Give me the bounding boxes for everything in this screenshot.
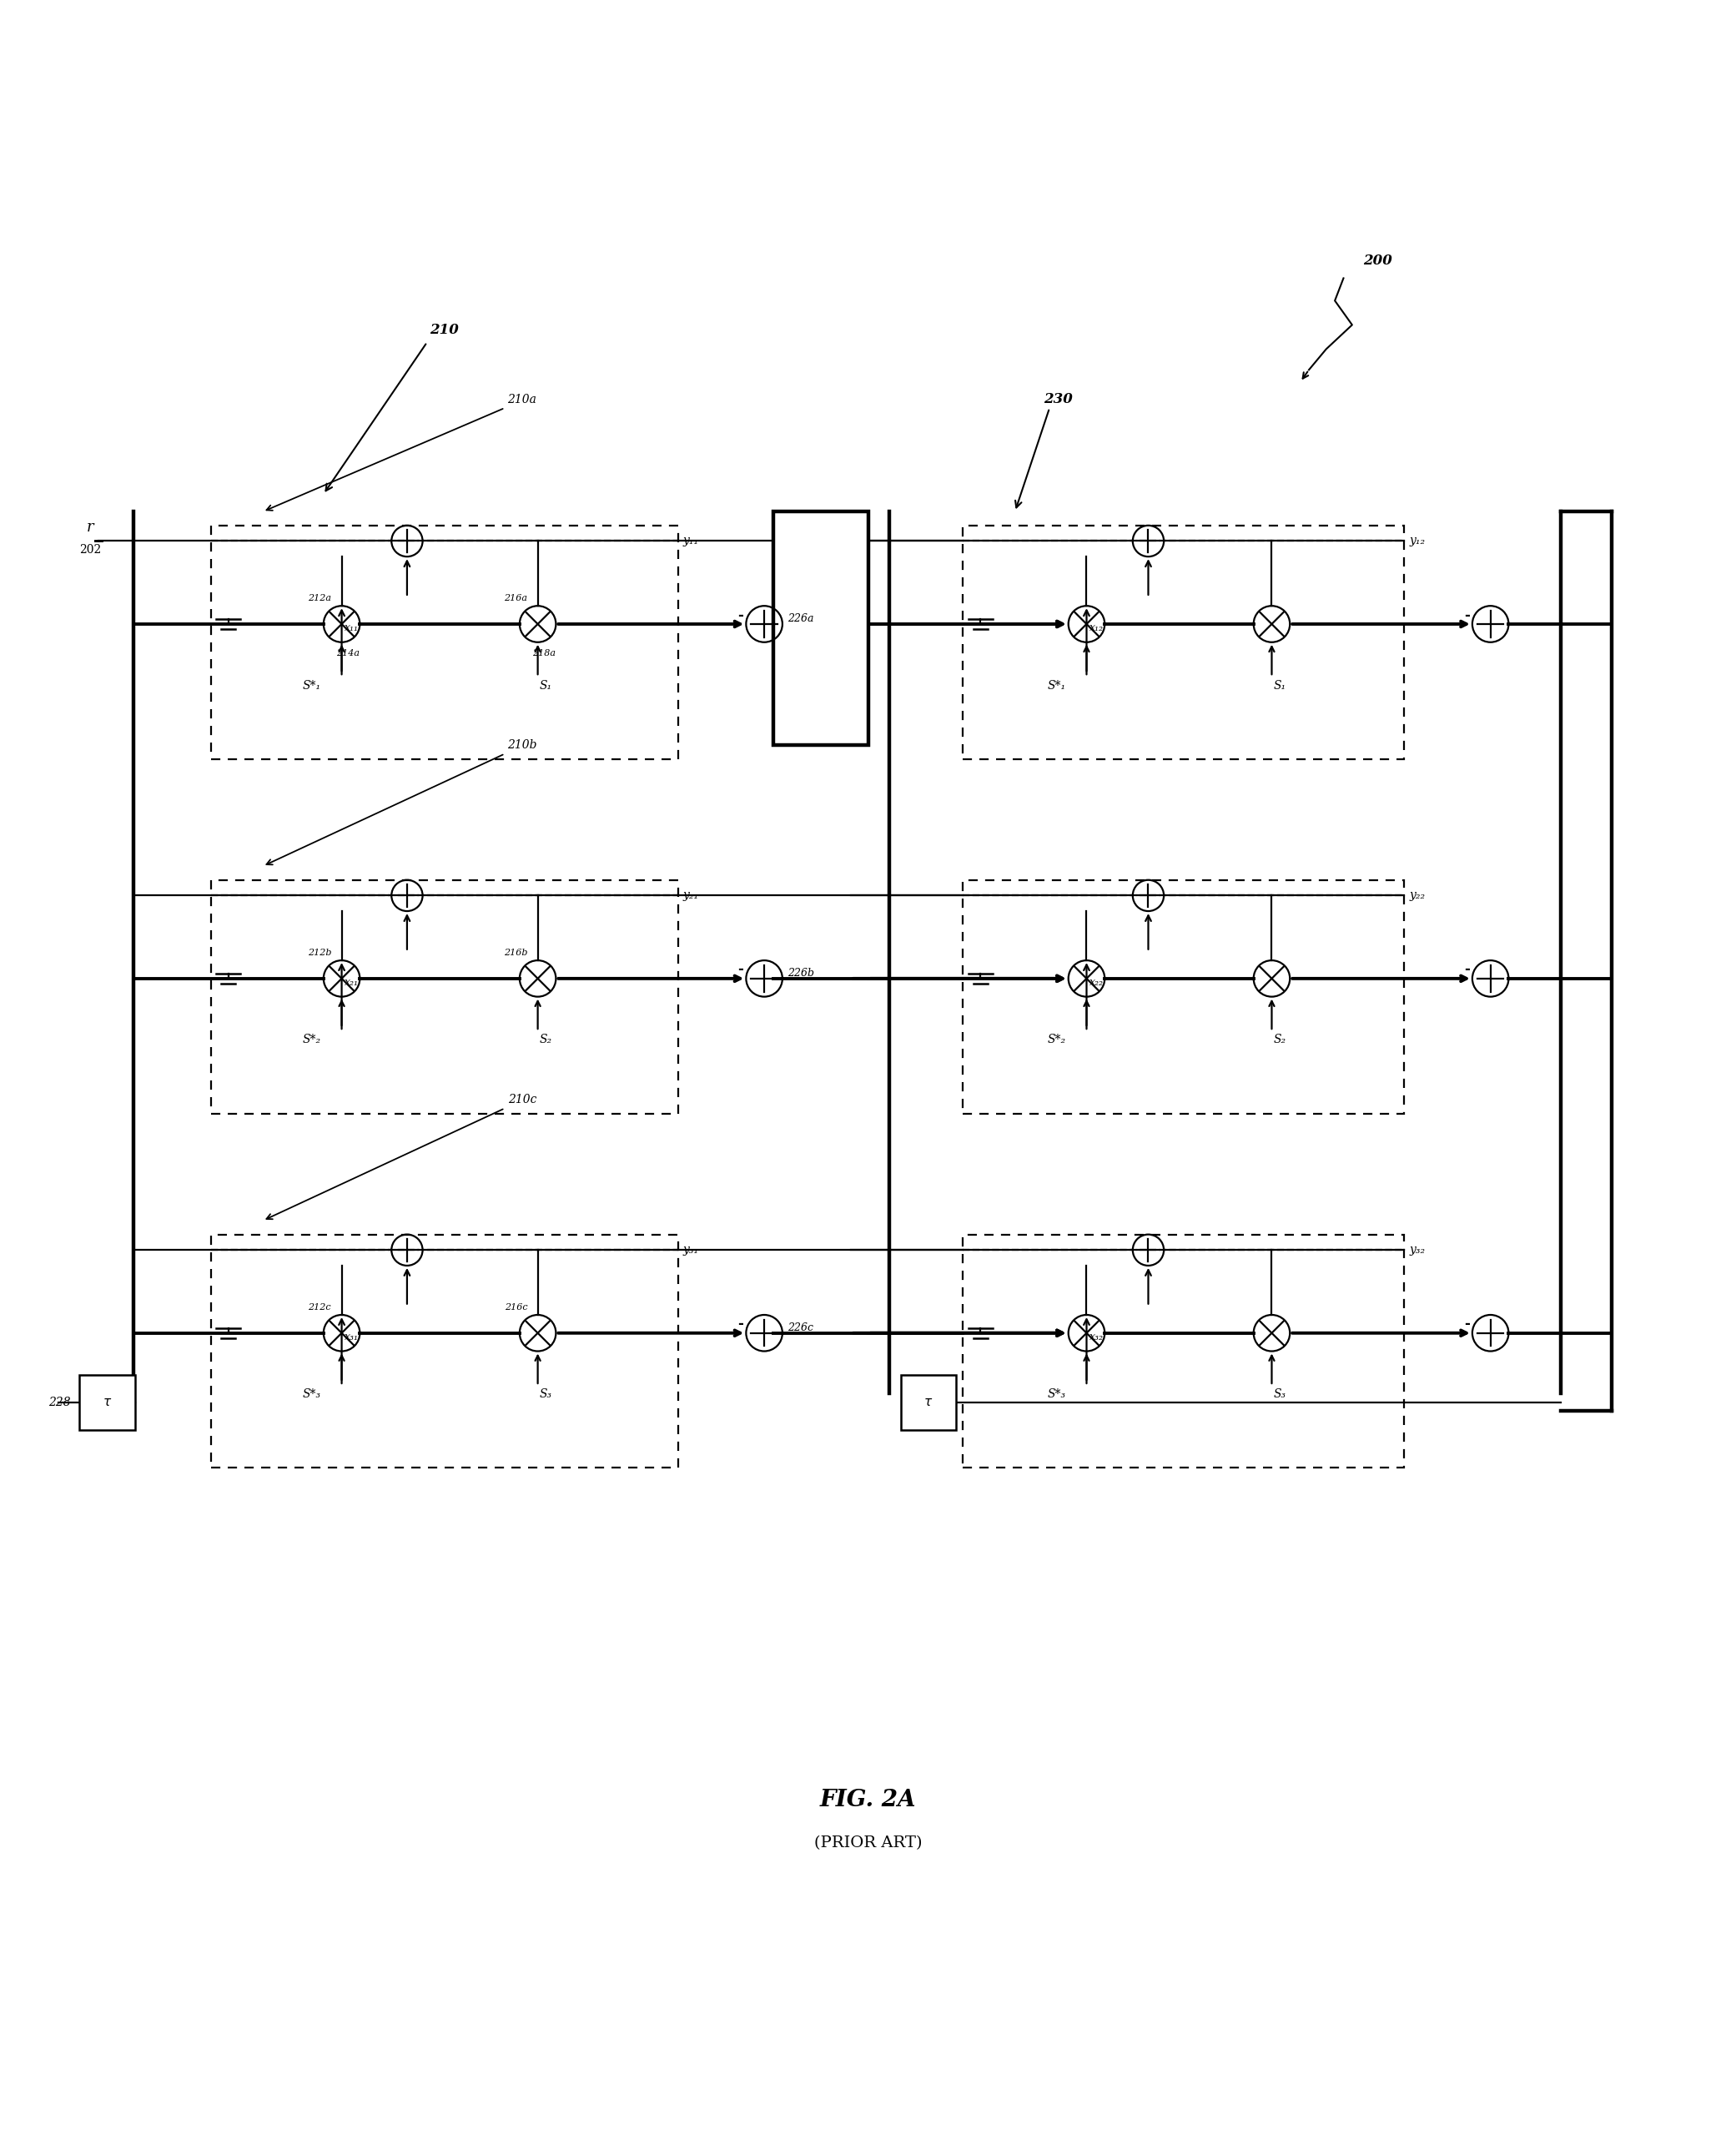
- Bar: [963, 880, 1404, 1114]
- Text: (PRIOR ART): (PRIOR ART): [814, 1836, 922, 1851]
- Text: y₂₁: y₂₁: [682, 890, 700, 901]
- Bar: [901, 1374, 957, 1429]
- Text: $\tau$: $\tau$: [924, 1397, 934, 1408]
- Text: y₂₂: y₂₂: [1410, 890, 1425, 901]
- Text: $\tau$: $\tau$: [102, 1397, 111, 1408]
- Text: S₂: S₂: [1274, 1033, 1286, 1046]
- Text: x₁₁: x₁₁: [344, 622, 358, 633]
- Bar: [212, 526, 677, 758]
- Text: 200: 200: [1363, 253, 1392, 268]
- Text: -: -: [1463, 607, 1470, 622]
- Text: -: -: [738, 1316, 743, 1331]
- Text: x₃₁: x₃₁: [344, 1331, 358, 1342]
- Text: S*₂: S*₂: [1047, 1033, 1066, 1046]
- Text: S*₁: S*₁: [302, 679, 321, 692]
- Text: 212c: 212c: [309, 1304, 332, 1312]
- Text: 202: 202: [78, 543, 101, 556]
- Bar: [773, 511, 868, 746]
- Text: 210: 210: [431, 324, 458, 337]
- Text: 216a: 216a: [503, 594, 528, 603]
- Text: 226c: 226c: [788, 1323, 814, 1333]
- Text: 226b: 226b: [788, 967, 814, 980]
- Text: -: -: [1463, 1316, 1470, 1331]
- Text: 230: 230: [1043, 392, 1073, 407]
- Text: 210b: 210b: [507, 739, 536, 752]
- Text: S₂: S₂: [540, 1033, 552, 1046]
- Text: S*₂: S*₂: [302, 1033, 321, 1046]
- Text: x₁₂: x₁₂: [1088, 622, 1104, 633]
- Bar: [963, 1235, 1404, 1468]
- Text: 216b: 216b: [503, 948, 528, 956]
- Text: 218a: 218a: [533, 650, 556, 658]
- Text: y₃₁: y₃₁: [682, 1244, 700, 1257]
- Text: 216c: 216c: [505, 1304, 528, 1312]
- Text: y₁₁: y₁₁: [682, 535, 700, 547]
- Text: -: -: [1463, 963, 1470, 976]
- Text: S*₃: S*₃: [302, 1389, 321, 1399]
- Text: 210a: 210a: [507, 394, 536, 405]
- Text: 212b: 212b: [307, 948, 332, 956]
- Text: x₂₂: x₂₂: [1088, 978, 1104, 988]
- Text: S₃: S₃: [540, 1389, 552, 1399]
- Text: S₁: S₁: [1274, 679, 1286, 692]
- Bar: [80, 1374, 135, 1429]
- Text: S*₃: S*₃: [1047, 1389, 1066, 1399]
- Text: 210c: 210c: [509, 1093, 536, 1105]
- Text: x₂₁: x₂₁: [344, 978, 358, 988]
- Text: -: -: [738, 607, 743, 622]
- Text: y₃₂: y₃₂: [1410, 1244, 1425, 1257]
- Text: 226a: 226a: [788, 613, 814, 624]
- Text: 228: 228: [49, 1397, 71, 1408]
- Text: 214a: 214a: [337, 650, 359, 658]
- Text: S₃: S₃: [1274, 1389, 1286, 1399]
- Text: FIG. 2A: FIG. 2A: [819, 1789, 917, 1811]
- Bar: [212, 1235, 677, 1468]
- Text: 212a: 212a: [307, 594, 332, 603]
- Text: S₁: S₁: [540, 679, 552, 692]
- Bar: [212, 880, 677, 1114]
- Text: r: r: [87, 520, 94, 535]
- Text: y₁₂: y₁₂: [1410, 535, 1425, 547]
- Text: S*₁: S*₁: [1047, 679, 1066, 692]
- Bar: [963, 526, 1404, 758]
- Text: -: -: [738, 963, 743, 976]
- Text: x₃₂: x₃₂: [1088, 1331, 1104, 1342]
